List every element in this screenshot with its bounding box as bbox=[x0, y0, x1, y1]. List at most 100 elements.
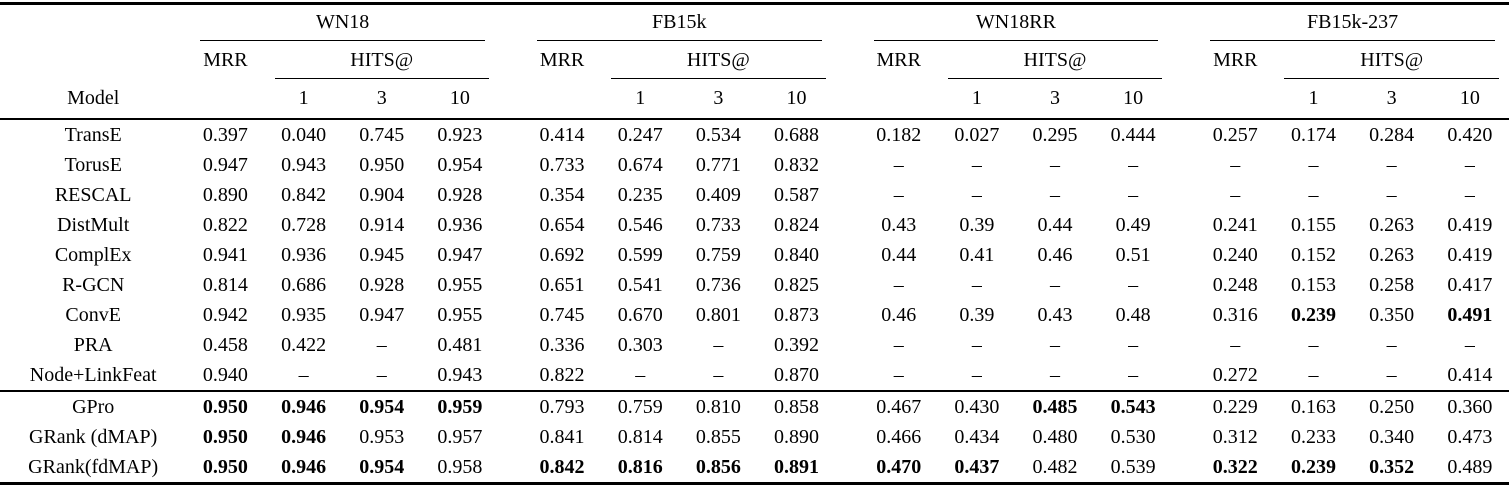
metric-value: 0.482 bbox=[1032, 455, 1078, 478]
column-spacer bbox=[498, 79, 523, 120]
column-spacer bbox=[836, 240, 860, 270]
metric-value: – bbox=[1230, 333, 1241, 356]
metric-value: 0.923 bbox=[437, 123, 483, 146]
metric-value: 0.599 bbox=[617, 243, 663, 266]
column-spacer bbox=[499, 119, 523, 150]
metric-value: 0.419 bbox=[1447, 243, 1493, 266]
model-name: R-GCN bbox=[62, 273, 125, 296]
metric-value: – bbox=[971, 363, 982, 386]
metric-value: – bbox=[1464, 333, 1475, 356]
column-spacer bbox=[836, 422, 860, 452]
metric-value: 0.822 bbox=[539, 363, 585, 386]
metric-value: 0.745 bbox=[539, 303, 585, 326]
metric-value: 0.587 bbox=[773, 183, 819, 206]
metric-value: – bbox=[1049, 273, 1060, 296]
column-spacer bbox=[1172, 119, 1196, 150]
metric-value: – bbox=[1308, 363, 1319, 386]
metric-value: – bbox=[1128, 333, 1139, 356]
dataset-header-row: WN18 FB15k WN18RR FB15k-237 bbox=[0, 4, 1509, 41]
metric-value: 0.027 bbox=[954, 123, 1000, 146]
metric-value: 0.541 bbox=[617, 273, 663, 296]
metric-value: 0.674 bbox=[617, 153, 663, 176]
metric-value: 0.950 bbox=[202, 455, 248, 478]
metric-value: – bbox=[1308, 153, 1319, 176]
table-row: TorusE 0.947 0.943 0.950 0.954 0.733 0.674 0.77… bbox=[0, 150, 1509, 180]
metric-value: – bbox=[376, 363, 387, 386]
metric-value: 0.957 bbox=[437, 425, 483, 448]
table-row: Node+LinkFeat 0.940 – – 0.943 0.822 – – 0.870 – – –… bbox=[0, 360, 1509, 391]
column-spacer bbox=[499, 240, 523, 270]
metric-value: 0.942 bbox=[202, 303, 248, 326]
metric-value: – bbox=[1308, 183, 1319, 206]
column-spacer bbox=[836, 300, 860, 330]
metric-value: 0.51 bbox=[1115, 243, 1151, 266]
metric-value: 0.745 bbox=[359, 123, 405, 146]
table-header: WN18 FB15k WN18RR FB15k-237 MRR HITS@ MR… bbox=[0, 4, 1509, 120]
column-spacer bbox=[499, 422, 523, 452]
hits-at-3-header: 3 bbox=[1352, 79, 1431, 120]
hits-at-10-header: 10 bbox=[1094, 79, 1173, 120]
metric-value: 0.954 bbox=[437, 153, 483, 176]
column-spacer bbox=[836, 119, 860, 150]
metric-value: 0.936 bbox=[281, 243, 327, 266]
column-spacer bbox=[836, 452, 860, 484]
metric-value: 0.856 bbox=[695, 455, 741, 478]
metric-value: 0.824 bbox=[773, 213, 819, 236]
metric-value: 0.241 bbox=[1212, 213, 1258, 236]
hits-at-1-header: 1 bbox=[264, 79, 343, 120]
dataset-label: FB15k-237 bbox=[1307, 11, 1399, 33]
metric-value: – bbox=[1049, 363, 1060, 386]
hits-at-1-header: 1 bbox=[937, 79, 1016, 120]
column-spacer bbox=[1172, 210, 1196, 240]
metric-value: – bbox=[1049, 333, 1060, 356]
model-name: DistMult bbox=[57, 213, 130, 236]
proposed-models-section: GPro 0.950 0.946 0.954 0.959 0.793 0.759 0.810 0… bbox=[0, 390, 1509, 484]
metric-value: 0.040 bbox=[281, 123, 327, 146]
column-spacer bbox=[499, 180, 523, 210]
metric-value: 0.534 bbox=[695, 123, 741, 146]
metric-value: 0.736 bbox=[695, 273, 741, 296]
column-spacer bbox=[498, 390, 523, 422]
metric-value: 0.485 bbox=[1015, 390, 1095, 422]
hits-at-10-header: 10 bbox=[420, 79, 499, 120]
column-spacer bbox=[1172, 360, 1196, 391]
mrr-subcolumn-blank bbox=[522, 79, 602, 120]
metric-value: 0.890 bbox=[773, 425, 819, 448]
column-spacer bbox=[499, 210, 523, 240]
metric-value: 0.48 bbox=[1115, 303, 1151, 326]
column-spacer bbox=[1172, 300, 1196, 330]
mrr-subcolumn-blank bbox=[1196, 79, 1275, 120]
metric-value: 0.733 bbox=[695, 213, 741, 236]
metric-value: 0.814 bbox=[202, 273, 248, 296]
metric-value: 0.152 bbox=[1290, 243, 1336, 266]
metric-value: 0.272 bbox=[1212, 363, 1258, 386]
metric-value: 0.233 bbox=[1290, 425, 1336, 448]
metric-value: – bbox=[713, 333, 724, 356]
model-name: GRank(fdMAP) bbox=[28, 455, 159, 478]
metric-value: 0.822 bbox=[202, 213, 248, 236]
metric-value: 0.873 bbox=[773, 303, 819, 326]
model-name: Node+LinkFeat bbox=[29, 363, 157, 386]
metric-value: 0.46 bbox=[881, 303, 917, 326]
metric-value: – bbox=[1128, 273, 1139, 296]
metric-value: 0.771 bbox=[695, 153, 741, 176]
metric-value: – bbox=[1128, 363, 1139, 386]
metric-value: 0.686 bbox=[281, 273, 327, 296]
metric-value: 0.914 bbox=[359, 213, 405, 236]
mrr-subcolumn-blank bbox=[859, 79, 938, 120]
hits-at-10-header: 10 bbox=[1430, 79, 1509, 120]
hits-at-3-header: 3 bbox=[1015, 79, 1095, 120]
model-name: PRA bbox=[73, 333, 113, 356]
column-spacer bbox=[836, 360, 860, 391]
dataset-header-fb15k: FB15k bbox=[523, 4, 836, 41]
metric-value: 0.49 bbox=[1115, 213, 1151, 236]
metric-value: – bbox=[971, 273, 982, 296]
metric-value: 0.470 bbox=[876, 455, 922, 478]
metric-value: 0.953 bbox=[359, 425, 405, 448]
table-row: GPro 0.950 0.946 0.954 0.959 0.793 0.759 0.810 0… bbox=[0, 390, 1509, 422]
metric-value: 0.466 bbox=[876, 425, 922, 448]
metric-value: 0.473 bbox=[1447, 425, 1493, 448]
metric-value: 0.239 bbox=[1290, 303, 1336, 326]
metric-value: 0.940 bbox=[202, 363, 248, 386]
